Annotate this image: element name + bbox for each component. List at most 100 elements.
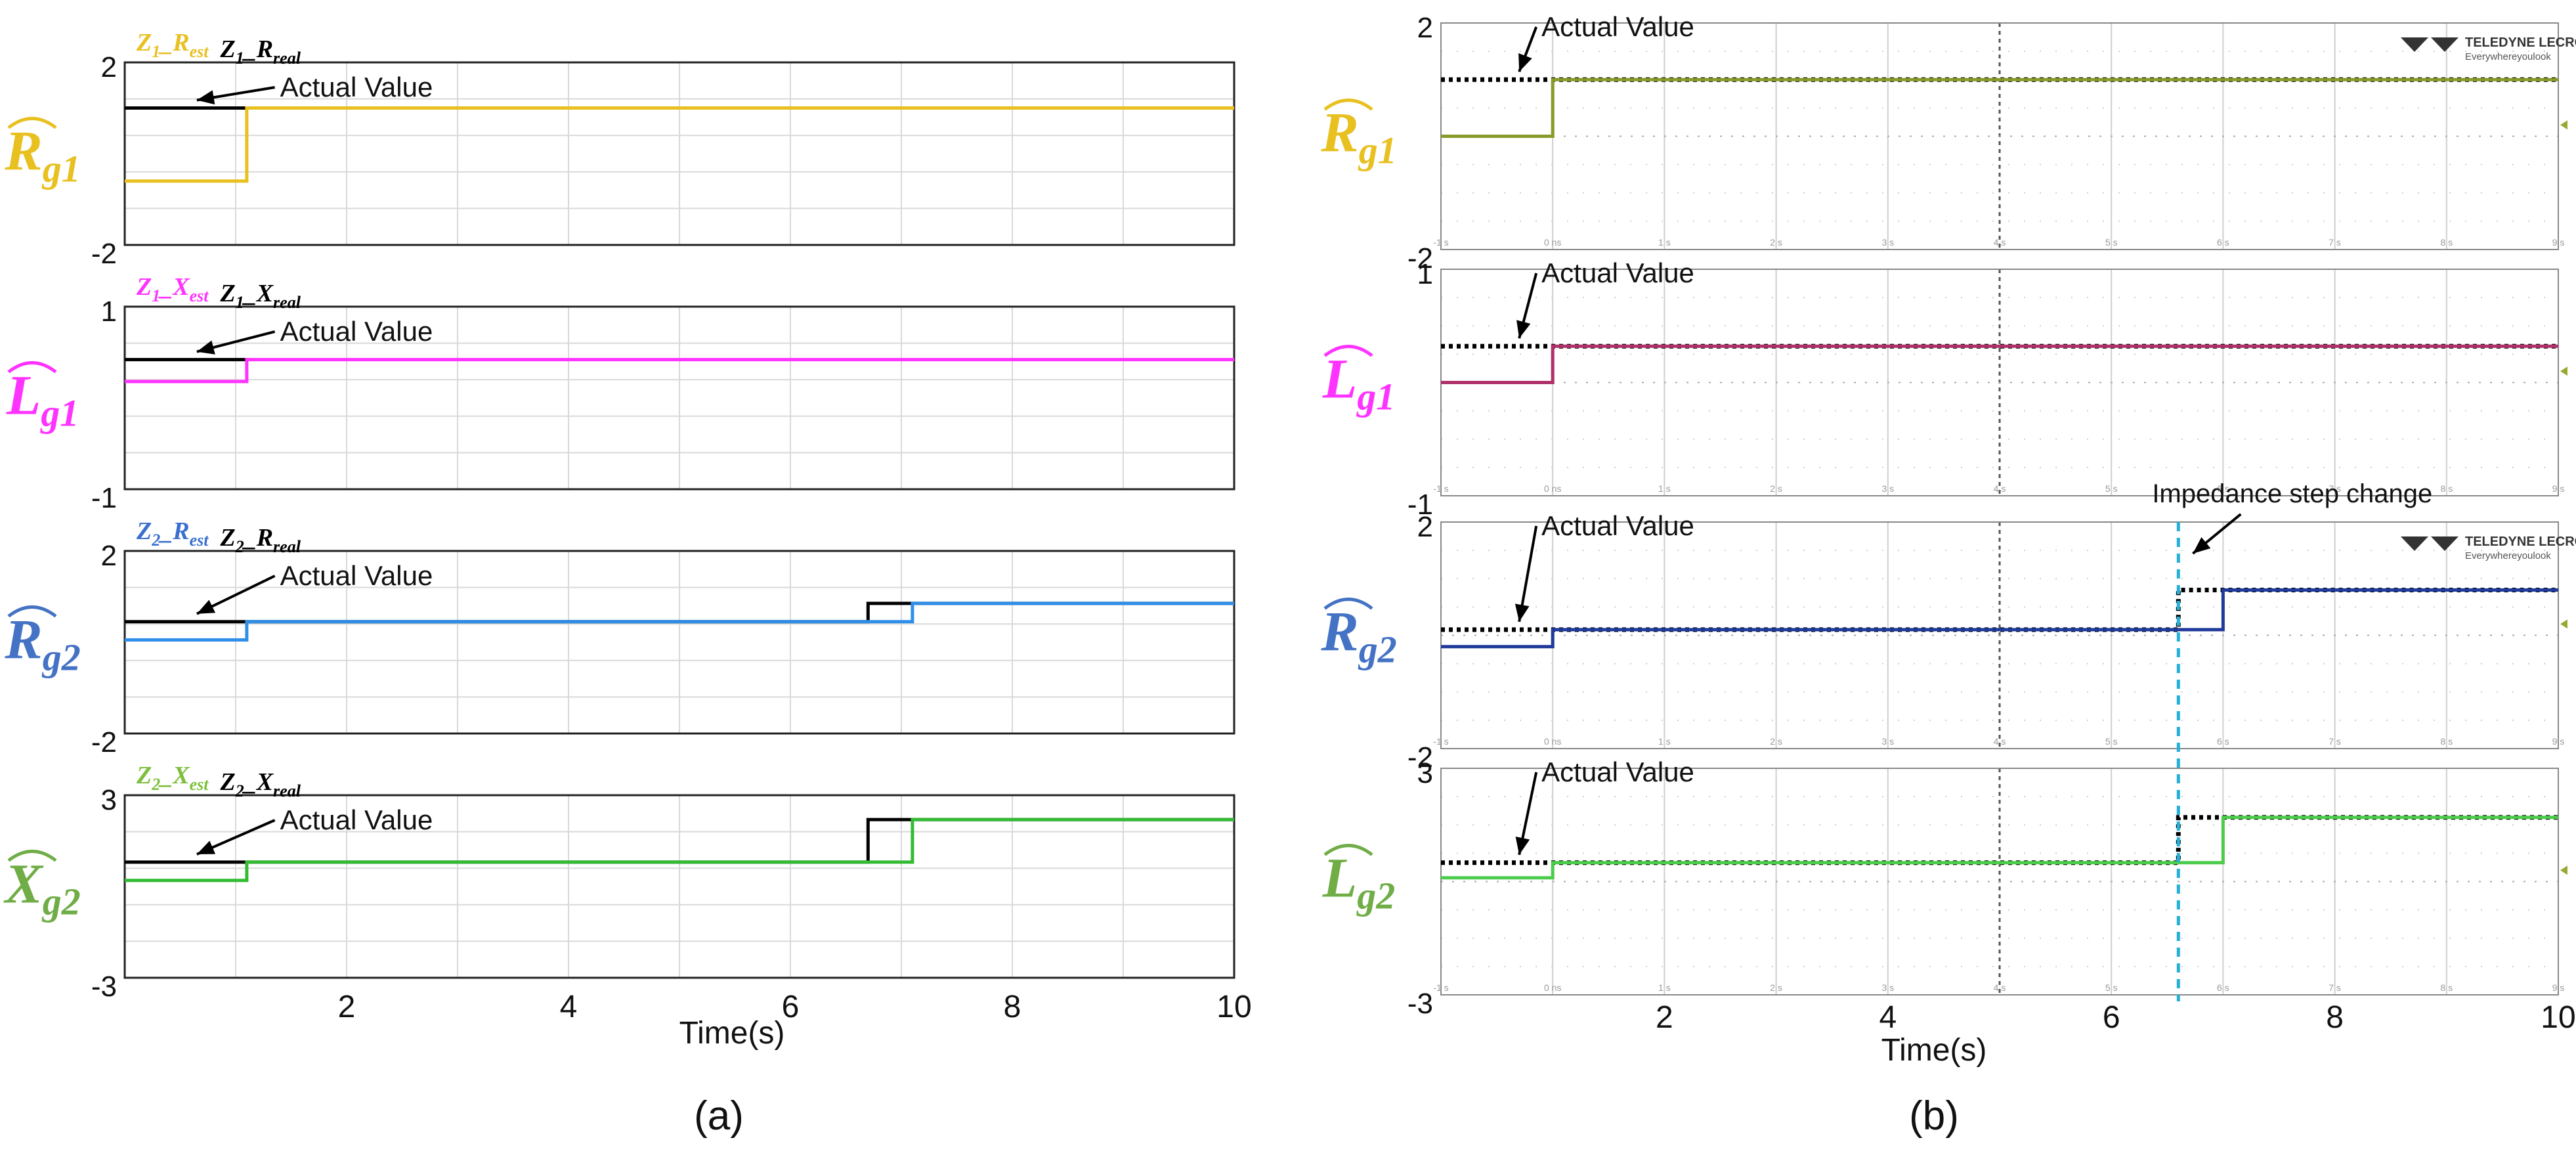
panel-b-subplot-4-scope-tick: 8 s xyxy=(2440,982,2453,993)
panel-b-subplot-1-logo-brand: TELEDYNE LECROY xyxy=(2465,35,2576,50)
panel-b-xtick: 2 xyxy=(1656,1000,1673,1035)
panel-a-label: (a) xyxy=(694,1093,744,1139)
panel-b-xtick: 10 xyxy=(2541,1000,2575,1035)
panel-b-subplot-2-scope-tick: -1 s xyxy=(1433,483,1448,494)
panel-a-subplot-2-legend: Z1_Xest Z1_Xreal xyxy=(136,273,301,312)
panel-b-subplot-2-scope-tick: 7 s xyxy=(2329,483,2341,494)
panel-b-subplot-2-scope-tick: 9 s xyxy=(2552,483,2565,494)
panel-b-subplot-1-scope-tick: 1 s xyxy=(1658,237,1671,248)
panel-b-subplot-4-annotation: Actual Value xyxy=(1541,756,1694,787)
panel-b-subplot-3-scope-tick: 4 s xyxy=(1994,736,2006,747)
panel-b-subplot-3-ytick-top: 2 xyxy=(1417,511,1433,543)
panel-a-subplot-1-row-label: Rg1 xyxy=(4,119,80,190)
panel-a-subplot-4-grid xyxy=(125,795,1234,978)
panel-a-xtick: 8 xyxy=(1004,990,1021,1024)
panel-b-subplot-2-scope-tick: 5 s xyxy=(2105,483,2118,494)
panel-b-subplot-2-row-label-hat xyxy=(1323,345,1373,357)
panel-b-subplot-1-scope-tick: 3 s xyxy=(1881,237,1894,248)
panel-b-subplot-3-logo-icon xyxy=(2401,536,2458,551)
panel-b-subplot-3-scope-tick: 6 s xyxy=(2217,736,2229,747)
panel-a-xtick: 4 xyxy=(560,990,578,1024)
panel-a-subplot-2-grid xyxy=(125,307,1234,489)
panel-b-subplot-4-row-label-hat xyxy=(1323,844,1373,856)
panel-a-subplot-4-ytick-top: 3 xyxy=(101,784,117,816)
panel-a-subplot-2-row-label: Lg1 xyxy=(6,363,79,434)
panel-b-subplot-3-scope-tick: 1 s xyxy=(1658,736,1671,747)
panel-b-event-annotation: Impedance step change xyxy=(2152,479,2432,508)
panel-b-subplot-3-scope-tick: 5 s xyxy=(2105,736,2118,747)
panel-b-xtick: 4 xyxy=(1879,1000,1897,1035)
panel-b-subplot-1-scope-tick: 7 s xyxy=(2329,237,2341,248)
panel-b-subplot-3-annotation-arrow-head xyxy=(1514,603,1530,622)
panel-a-subplot-2-frame xyxy=(123,305,1235,491)
panel-a-subplot-3-grid xyxy=(125,551,1234,733)
panel-a-subplot-3-frame xyxy=(123,550,1235,735)
panel-b-subplot-1-logo-tagline: Everywhereyoulook xyxy=(2465,51,2551,62)
panel-a-subplot-3-row-label: Rg2 xyxy=(4,607,80,678)
panel-b-subplot-3-ytick-bottom: -2 xyxy=(1407,741,1433,774)
panel-b-subplot-3-frame xyxy=(1440,521,2559,749)
panel-b-subplot-4-scope-tick: -1 s xyxy=(1433,982,1448,993)
panel-b-subplot-2-scope-tick: 2 s xyxy=(1770,483,1782,494)
panel-b-subplot-2-scope-tick: 3 s xyxy=(1881,483,1894,494)
panel-b-subplot-4-trigger-marker xyxy=(2560,865,2567,875)
panel-b-subplot-1-row-label-hat xyxy=(1323,98,1373,111)
panel-b-event-arrow-head xyxy=(2193,536,2211,554)
panel-b-subplot-2-trigger-marker xyxy=(2560,366,2567,376)
panel-a-subplot-1-series-2 xyxy=(125,106,1234,183)
panel-b-subplot-2-annotation: Actual Value xyxy=(1541,257,1694,288)
panel-a-subplot-3-ytick-bottom: -2 xyxy=(91,726,117,758)
panel-a-subplot-2-annotation: Actual Value xyxy=(280,316,433,347)
panel-b-subplot-4-ytick-top: 3 xyxy=(1417,757,1433,789)
panel-a-subplot-1-frame xyxy=(123,61,1235,246)
panel-b-subplot-1-scope-tick: 9 s xyxy=(2552,237,2565,248)
panel-b-subplot-4-annotation-arrow-head xyxy=(1515,837,1530,855)
panel-b-subplot-4-scope-tick: 1 s xyxy=(1658,982,1671,993)
panel-b-subplot-4-row-label: Lg2 xyxy=(1322,846,1396,917)
panel-b-subplot-4-scope-tick: 7 s xyxy=(2329,982,2341,993)
panel-b-subplot-4-scope-tick: 5 s xyxy=(2105,982,2118,993)
panel-b-subplot-4-scope-tick: 2 s xyxy=(1770,982,1782,993)
panel-b-label: (b) xyxy=(1909,1093,1959,1139)
panel-b-subplot-3-trigger-marker xyxy=(2560,619,2567,629)
panel-b-xtick: 6 xyxy=(2103,1000,2120,1035)
panel-a-subplot-3-annotation: Actual Value xyxy=(280,560,433,591)
panel-b-subplot-1-scope-tick: 8 s xyxy=(2440,237,2453,248)
panel-a-subplot-1-annotation-arrow-head xyxy=(196,90,215,105)
panel-a-subplot-1-annotation: Actual Value xyxy=(280,72,433,102)
panel-a-subplot-4-row-label: Xg2 xyxy=(3,852,80,923)
panel-a-subplot-1-ytick-bottom: -2 xyxy=(91,238,117,270)
panel-a-subplot-1-legend: Z1_Rest Z1_Rreal xyxy=(136,29,301,68)
panel-b-subplot-2-scope-tick: 1 s xyxy=(1658,483,1671,494)
panel-a-subplot-4-annotation: Actual Value xyxy=(280,804,433,835)
panel-b-subplot-1-row-label: Rg1 xyxy=(1320,101,1396,172)
panel-a-subplot-1-row-label-hat xyxy=(7,116,57,129)
panel-a-subplot-2-annotation-arrow-head xyxy=(196,340,215,355)
panel-a-xtick: 2 xyxy=(338,990,356,1024)
panel-b-xlabel: Time(s) xyxy=(1881,1033,1987,1068)
panel-b-subplot-2-scope-tick: 6 s xyxy=(2217,483,2229,494)
panel-b-subplot-2-ytick-top: 1 xyxy=(1417,258,1433,290)
panel-a-subplot-4-frame xyxy=(123,794,1235,979)
panel-b-subplot-3-scope-tick: 3 s xyxy=(1881,736,1894,747)
panel-b-subplot-4-frame xyxy=(1440,768,2559,995)
panel-b-subplot-1-series-2 xyxy=(1441,77,2558,138)
panel-b-subplot-1-scope-tick: 5 s xyxy=(2105,237,2118,248)
panel-a-xlabel: Time(s) xyxy=(679,1016,785,1051)
panel-b-subplot-3-scope-tick: 7 s xyxy=(2329,736,2341,747)
panel-a-subplot-4-annotation-arrow-head xyxy=(196,841,216,854)
panel-b-subplot-2-scope-tick: 8 s xyxy=(2440,483,2453,494)
panel-b-subplot-3-scope-tick: 8 s xyxy=(2440,736,2453,747)
panel-b-subplot-2-grid xyxy=(1441,269,2558,496)
panel-a-subplot-3-annotation-arrow-head xyxy=(196,600,216,614)
panel-a-subplot-3-legend: Z2_Rest Z2_Rreal xyxy=(136,517,301,556)
panel-b-subplot-1-scope-tick: 2 s xyxy=(1770,237,1782,248)
panel-b-subplot-1-scope-tick: 4 s xyxy=(1994,237,2006,248)
panel-a-subplot-1-ytick-top: 2 xyxy=(101,51,117,83)
panel-b-subplot-4-scope-tick: 9 s xyxy=(2552,982,2565,993)
panel-b-subplot-4-scope-tick: 0 ns xyxy=(1544,982,1561,993)
panel-a-subplot-2-series-2 xyxy=(125,358,1234,383)
panel-b-subplot-4-ytick-bottom: -3 xyxy=(1407,988,1433,1020)
panel-b-subplot-2-scope-tick: 4 s xyxy=(1994,483,2006,494)
